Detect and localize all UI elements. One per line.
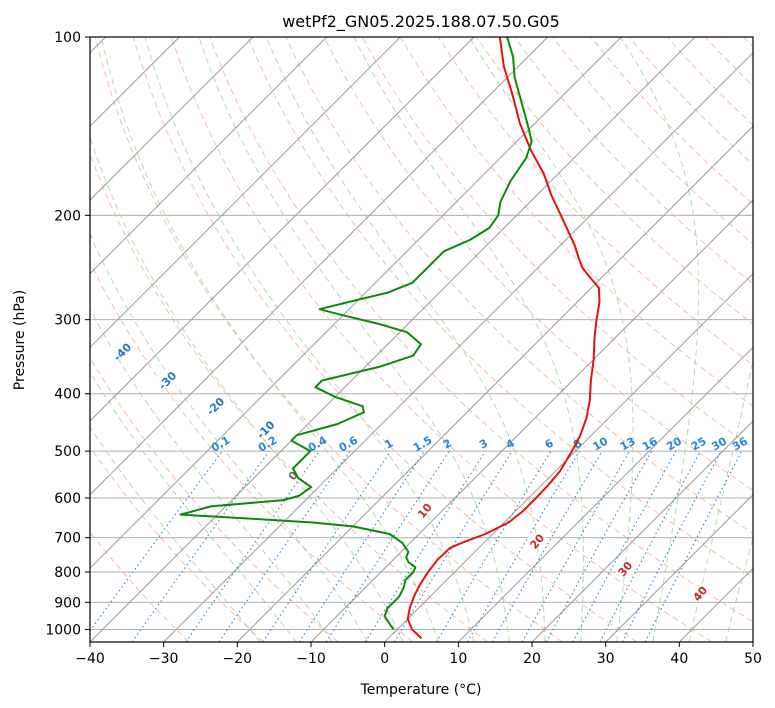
moist-adiabat-line xyxy=(725,536,753,642)
moist-adiabat-line xyxy=(144,37,475,642)
y-tick-label: 1000 xyxy=(45,622,81,638)
dry-adiabat-line xyxy=(209,37,753,623)
x-axis-ticks: −40 −30 −20 −10 0 10 20 30 40 50 xyxy=(75,642,762,667)
dry-adiabat-line xyxy=(132,37,638,642)
sounding-series xyxy=(179,37,601,640)
moist-adiabat-line xyxy=(100,37,439,642)
y-axis-label: Pressure (hPa) xyxy=(12,290,28,390)
isotherm-line xyxy=(605,493,753,642)
dry-adiabats xyxy=(90,37,753,642)
mixing-ratio-line xyxy=(185,450,320,642)
x-tick-label: −10 xyxy=(296,651,326,667)
moist-adiabat-label-bg xyxy=(616,561,635,574)
y-tick-label: 200 xyxy=(54,208,81,224)
dry-adiabat-line xyxy=(476,37,753,325)
moist-adiabat-line xyxy=(620,37,700,642)
x-tick-label: 10 xyxy=(449,651,467,667)
pressure-gridlines xyxy=(90,37,753,630)
isotherm-line xyxy=(90,37,328,275)
moist-adiabat-label-bg xyxy=(690,586,709,599)
mixing-ratio-line xyxy=(262,450,392,642)
plot-frame xyxy=(89,36,754,643)
isotherm-line xyxy=(90,37,549,496)
mixing-ratio-line xyxy=(599,450,701,642)
isotherm-line xyxy=(457,346,753,642)
chart-title: wetPf2_GN05.2025.188.07.50.G05 xyxy=(282,12,560,32)
x-axis-label: Temperature (°C) xyxy=(360,682,482,698)
dry-adiabat-label-bg xyxy=(204,399,227,412)
y-axis-ticks: 100 200 300 400 500 600 700 800 900 1000 xyxy=(45,30,90,638)
moist-adiabat-line xyxy=(90,426,261,642)
dry-adiabat-line xyxy=(90,446,264,642)
isotherm-line xyxy=(90,37,254,201)
moist-adiabat-line xyxy=(198,37,510,642)
mixing-ratio-line xyxy=(572,450,677,642)
dry-adiabat-line xyxy=(628,37,753,166)
y-tick-label: 500 xyxy=(54,444,81,460)
moist-adiabat-line xyxy=(353,37,584,642)
dry-adiabat-line xyxy=(514,37,753,285)
x-tick-label: 40 xyxy=(670,651,688,667)
plot-area: 0.10.20.40.611.52346810131620253036-100-… xyxy=(90,37,753,642)
dry-adiabat-line xyxy=(94,37,563,642)
dry-adiabat-label-bg xyxy=(90,312,92,325)
y-tick-label: 600 xyxy=(54,491,81,507)
x-tick-label: 20 xyxy=(523,651,541,667)
isotherm-line xyxy=(163,51,753,642)
isotherm-line xyxy=(90,37,696,642)
moist-adiabat-line xyxy=(90,308,333,642)
moist-adiabat-label-bg xyxy=(527,534,546,547)
temperature-line xyxy=(406,37,601,640)
x-tick-label: 30 xyxy=(597,651,615,667)
moist-adiabat-line xyxy=(90,370,297,642)
mixing-ratio-line xyxy=(298,450,425,642)
y-tick-label: 700 xyxy=(54,531,81,547)
dry-adiabat-line xyxy=(90,260,414,642)
mixing-ratio-line xyxy=(218,450,351,642)
x-tick-label: −30 xyxy=(149,651,179,667)
dry-adiabat-label-bg xyxy=(254,422,277,435)
mixing-ratio-line xyxy=(435,450,552,642)
y-tick-label: 900 xyxy=(54,595,81,611)
isotherm-line xyxy=(90,37,401,349)
moist-adiabats xyxy=(90,37,753,642)
isotherm-line xyxy=(236,125,753,642)
dewpoint-line xyxy=(179,37,533,630)
x-tick-label: −20 xyxy=(223,651,253,667)
isotherms xyxy=(90,37,753,642)
isotherm-line xyxy=(384,272,753,642)
y-tick-label: 100 xyxy=(54,30,81,46)
y-tick-label: 800 xyxy=(54,565,81,581)
mixing-ratio-line xyxy=(325,450,450,642)
isotherm-line xyxy=(90,37,622,570)
x-tick-label: −40 xyxy=(75,651,105,667)
dry-adiabat-label-bg xyxy=(111,344,134,357)
isotherm-line xyxy=(90,37,475,422)
moist-adiabat-line xyxy=(688,358,753,642)
dry-adiabat-line xyxy=(399,37,753,407)
dry-adiabat-line xyxy=(247,37,753,578)
dry-adiabat-line xyxy=(323,37,753,491)
isotherm-line xyxy=(531,420,753,642)
moist-adiabat-line xyxy=(90,233,369,642)
y-tick-label: 300 xyxy=(54,313,81,329)
y-tick-label: 400 xyxy=(54,387,81,403)
x-tick-label: 0 xyxy=(380,651,389,667)
moist-adiabat-label-bg xyxy=(415,503,434,516)
x-tick-label: 50 xyxy=(744,651,762,667)
moist-adiabat-line xyxy=(90,135,404,642)
dry-adiabat-label-bg xyxy=(156,373,179,386)
mixing-ratio-line xyxy=(467,450,580,642)
isotherm-line xyxy=(310,199,753,642)
mixing-ratio-line xyxy=(364,450,486,642)
